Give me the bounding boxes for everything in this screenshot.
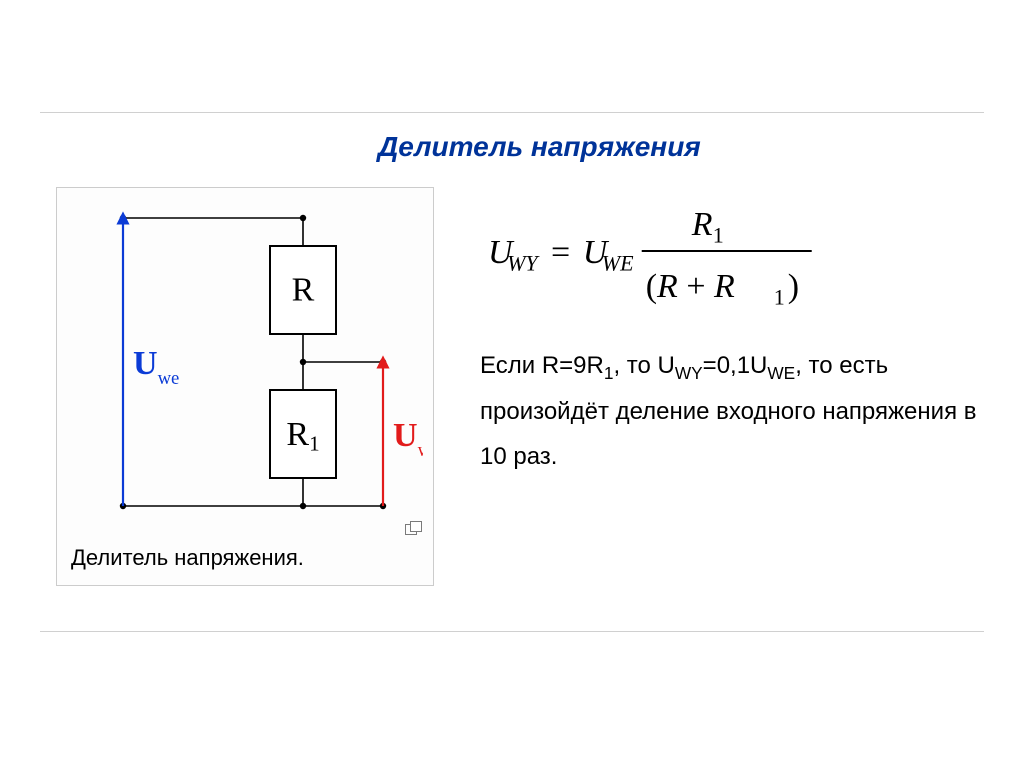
circuit-svg: RR1UweUwy [63, 194, 423, 524]
svg-text:Uwe: Uwe [133, 345, 179, 389]
svg-text:(R + R: (R + R [646, 268, 735, 305]
page-title: Делитель напряжения [378, 131, 701, 163]
svg-text:R: R [691, 206, 713, 243]
circuit-diagram: RR1UweUwy [57, 188, 433, 535]
text-sub: 1 [604, 363, 614, 383]
svg-text:WE: WE [602, 250, 634, 275]
svg-text:1: 1 [713, 222, 724, 247]
text-sub: WY [675, 363, 703, 383]
enlarge-icon[interactable] [405, 521, 423, 535]
formula-svg: UWY=UWER1(R + R1) [480, 191, 980, 311]
text-fragment: , то U [613, 352, 674, 379]
svg-text:1: 1 [774, 284, 785, 309]
page: Делитель напряжения RR1UweUwy Делитель н… [0, 0, 1024, 767]
figure-caption: Делитель напряжения. [57, 535, 433, 585]
svg-text:R: R [292, 272, 315, 309]
svg-text:Uwy: Uwy [393, 417, 423, 461]
page-title-text: Делитель напряжения [378, 131, 701, 162]
content-region: Делитель напряжения RR1UweUwy Делитель н… [40, 112, 984, 632]
text-sub: WE [767, 363, 795, 383]
svg-text:WY: WY [507, 250, 540, 275]
figure: RR1UweUwy Делитель напряжения. [56, 187, 434, 586]
explanation-text: Если R=9R1, то UWY=0,1UWE, то есть произ… [480, 343, 980, 480]
text-fragment: Если R=9R [480, 352, 604, 379]
svg-text:): ) [788, 268, 799, 305]
svg-text:=: = [551, 234, 570, 271]
formula: UWY=UWER1(R + R1) [480, 191, 980, 311]
text-fragment: =0,1U [703, 352, 768, 379]
